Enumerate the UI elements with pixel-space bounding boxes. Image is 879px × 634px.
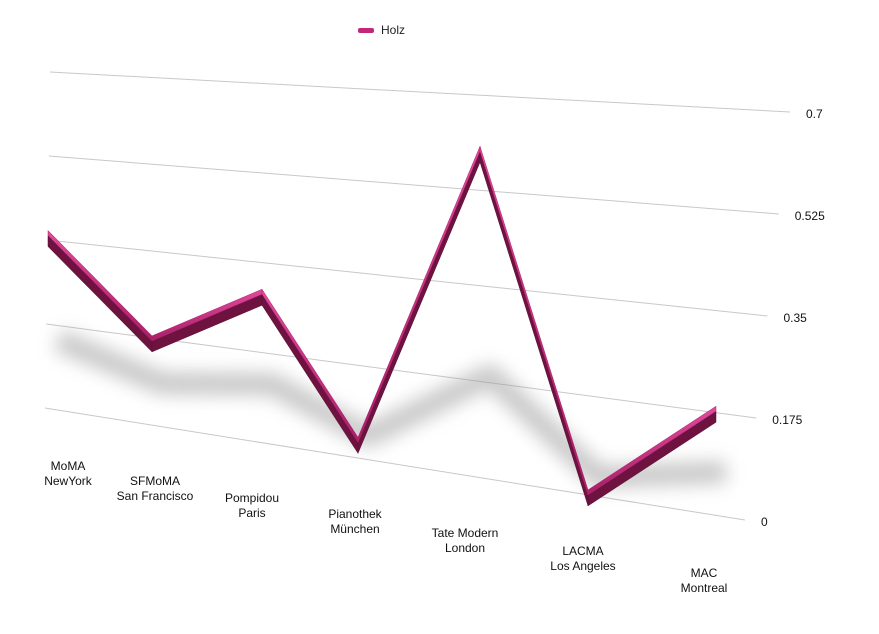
y-tick-label: 0 <box>761 515 768 529</box>
x-tick-label: Montreal <box>681 581 728 595</box>
series-segment <box>261 288 359 444</box>
x-tick-label: LACMA <box>562 544 603 558</box>
gridline <box>48 155 779 215</box>
series-segment-side <box>151 293 263 353</box>
x-tick-label: San Francisco <box>117 489 194 503</box>
gridline <box>44 407 746 521</box>
x-tick-label: Los Angeles <box>550 559 615 573</box>
x-tick-label: Pompidou <box>225 491 279 505</box>
legend-swatch <box>358 27 374 33</box>
legend: Holz <box>358 23 405 37</box>
x-tick-label: NewYork <box>44 474 93 488</box>
x-tick-label: MoMA <box>51 459 86 473</box>
y-tick-label: 0.175 <box>772 413 802 427</box>
y-tick-label: 0.7 <box>806 107 823 121</box>
series-segment <box>47 229 153 342</box>
y-tick-label: 0.35 <box>784 311 808 325</box>
gridline <box>47 239 768 317</box>
series-segment <box>151 288 263 342</box>
x-tick-label: Pianothek <box>328 507 382 521</box>
x-tick-label: München <box>330 522 379 536</box>
series-segment <box>479 146 589 495</box>
x-tick-label: Tate Modern <box>432 526 499 540</box>
legend-label: Holz <box>381 23 406 37</box>
x-tick-label: MAC <box>691 566 718 580</box>
x-tick-label: SFMoMA <box>130 474 180 488</box>
gridline <box>49 71 791 113</box>
series-segment-side <box>479 151 589 506</box>
series-segment-side <box>261 293 359 455</box>
x-tick-label: Paris <box>238 506 265 520</box>
x-tick-label: London <box>445 541 485 555</box>
series-segment-side <box>587 410 717 507</box>
series-segment <box>587 405 717 496</box>
y-tick-label: 0.525 <box>795 209 825 223</box>
series-shadow <box>53 329 727 488</box>
